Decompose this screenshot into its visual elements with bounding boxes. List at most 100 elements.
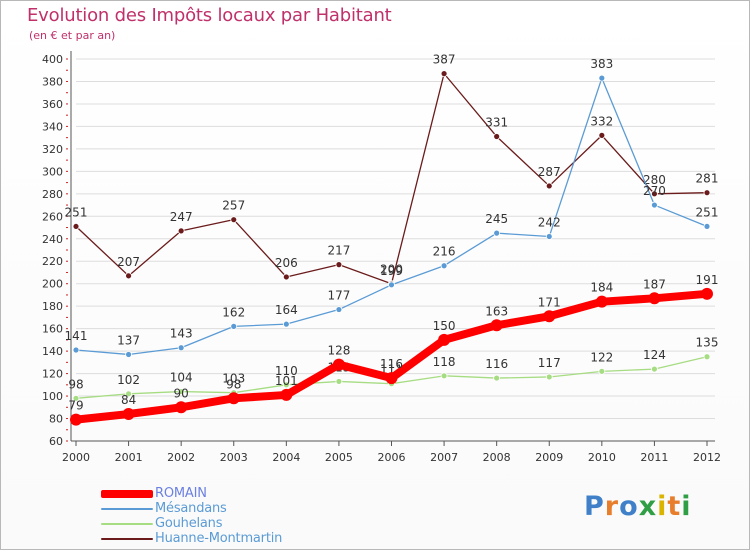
data-point [703, 223, 711, 230]
x-tick-label: 2007 [430, 451, 458, 464]
data-label: 137 [117, 333, 140, 347]
data-point [440, 70, 448, 78]
data-point [703, 353, 711, 361]
data-label: 124 [643, 348, 666, 362]
data-point [493, 133, 501, 140]
data-label: 287 [538, 165, 561, 179]
data-label: 116 [380, 357, 403, 371]
data-label: 79 [68, 399, 83, 413]
data-label: 184 [590, 281, 613, 295]
data-label: 90 [174, 386, 189, 400]
data-point [493, 374, 501, 382]
data-point [651, 365, 658, 373]
data-label: 199 [380, 264, 403, 278]
legend-item: Gouhelans [101, 516, 282, 531]
data-point [651, 190, 658, 198]
data-point [282, 320, 290, 328]
data-label: 141 [65, 329, 88, 343]
x-tick-label: 2000 [62, 451, 90, 464]
data-point [335, 306, 343, 313]
y-tick-label: 340 [42, 120, 63, 133]
data-point [177, 227, 185, 235]
x-tick-label: 2010 [588, 451, 616, 464]
data-label: 280 [643, 173, 666, 187]
data-point [282, 273, 290, 281]
data-label: 104 [170, 371, 193, 385]
x-tick-label: 2006 [378, 451, 406, 464]
y-tick-label: 200 [42, 278, 63, 291]
legend-label: Gouhelans [155, 516, 223, 531]
data-label: 101 [275, 374, 298, 388]
data-label: 281 [696, 172, 719, 186]
legend-label: Mésandans [155, 501, 227, 516]
data-label: 332 [590, 114, 613, 128]
proxiti-logo: Proxiti [584, 491, 692, 522]
y-tick-label: 120 [42, 368, 63, 381]
data-label: 187 [643, 277, 666, 291]
data-point [438, 333, 451, 346]
x-tick-label: 2003 [220, 451, 248, 464]
x-tick-label: 2009 [535, 451, 563, 464]
data-label: 191 [696, 273, 719, 287]
data-point [282, 381, 290, 389]
data-point [703, 189, 711, 197]
y-tick-label: 240 [42, 233, 63, 246]
data-label: 122 [590, 350, 613, 364]
data-label: 171 [538, 295, 561, 309]
data-label: 164 [275, 303, 298, 317]
data-label: 135 [696, 336, 719, 350]
data-point [440, 372, 448, 380]
data-label: 117 [538, 356, 561, 370]
data-label: 110 [275, 364, 298, 378]
data-point [332, 358, 345, 371]
legend-label: ROMAIN [155, 486, 207, 501]
data-point [651, 201, 658, 209]
data-label: 247 [170, 210, 193, 224]
y-tick-label: 400 [42, 53, 63, 66]
data-label: 217 [327, 244, 350, 258]
data-point [280, 388, 293, 401]
data-point [701, 287, 713, 300]
y-tick-label: 180 [42, 300, 63, 313]
y-tick-label: 100 [42, 390, 63, 403]
data-label: 331 [485, 116, 508, 130]
y-tick-label: 280 [42, 188, 63, 201]
legend-swatch [101, 507, 153, 510]
data-point [125, 390, 132, 398]
x-tick-label: 2012 [693, 451, 721, 464]
legend-item: Huanne-Montmartin [101, 531, 282, 546]
data-label: 270 [643, 184, 666, 198]
y-tick-label: 360 [42, 98, 63, 111]
y-tick-label: 220 [42, 255, 63, 268]
data-label: 206 [275, 256, 298, 270]
y-tick-label: 380 [42, 75, 63, 88]
y-tick-label: 60 [49, 435, 63, 448]
legend-item: ROMAIN [101, 486, 282, 501]
data-point [230, 216, 238, 224]
data-point [227, 392, 240, 405]
data-label: 118 [433, 355, 456, 369]
legend-label: Huanne-Montmartin [155, 531, 283, 546]
y-tick-label: 300 [42, 165, 63, 178]
data-point [490, 319, 503, 332]
data-point [72, 394, 80, 402]
x-tick-label: 2011 [640, 451, 668, 464]
x-tick-label: 2004 [272, 451, 300, 464]
legend-swatch [101, 522, 153, 525]
data-label: 143 [170, 327, 193, 341]
data-label: 150 [433, 319, 456, 333]
data-point [385, 372, 398, 385]
data-point [598, 74, 606, 82]
data-label: 84 [121, 393, 136, 407]
data-point [230, 322, 238, 330]
data-label: 257 [222, 199, 245, 213]
data-label: 200 [380, 263, 403, 277]
data-point [543, 310, 556, 323]
data-label: 116 [485, 357, 508, 371]
data-label: 216 [433, 245, 456, 259]
y-tick-label: 160 [42, 323, 63, 336]
x-tick-label: 2001 [115, 451, 143, 464]
data-point [72, 223, 80, 230]
data-point [125, 272, 132, 280]
